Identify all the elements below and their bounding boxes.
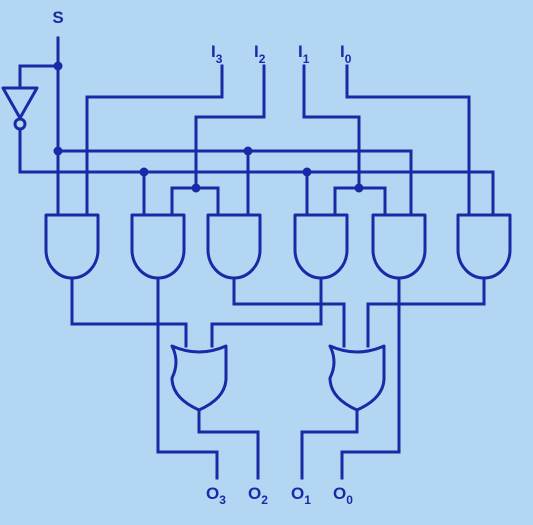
- junction-dot: [354, 183, 364, 193]
- junction-dot: [53, 146, 63, 156]
- wire-and3-to-or2: [232, 276, 346, 348]
- junction-dot: [191, 183, 201, 193]
- wire-i2: [194, 64, 266, 190]
- and-gate-2: [130, 213, 186, 280]
- junction-dot: [53, 61, 63, 71]
- input-label-i2: I2: [254, 42, 266, 66]
- input-label-i3: I3: [211, 42, 223, 66]
- wire-s-bus: [56, 149, 413, 217]
- wire-select-to-not: [18, 64, 60, 90]
- output-label-o1: O1: [291, 484, 311, 507]
- or-gate-2: [328, 344, 386, 412]
- junction-dot: [243, 146, 253, 156]
- wire-and5-to-o0: [340, 276, 401, 480]
- wire-or2-to-o1: [300, 408, 359, 480]
- wire-i3: [85, 64, 224, 217]
- not-gate: [1, 86, 39, 120]
- wire-and4-to-or1: [210, 276, 323, 348]
- select-label: S: [52, 8, 63, 27]
- wire-i1: [302, 64, 361, 190]
- wire-sbar-bus: [18, 170, 495, 217]
- and-gate-1: [44, 213, 100, 280]
- output-label-o3: O3: [206, 484, 226, 507]
- wire-and2-to-o3: [156, 276, 219, 480]
- input-label-i0: I0: [340, 42, 352, 66]
- and-gate-5: [371, 213, 427, 280]
- and-gate-6: [456, 213, 512, 280]
- output-label-o2: O2: [248, 484, 268, 507]
- and-gate-3: [206, 213, 262, 280]
- wire-and6-to-or2: [366, 276, 486, 348]
- output-label-o0: O0: [333, 484, 353, 507]
- junction-dot: [302, 167, 312, 177]
- input-label-i1: I1: [298, 42, 310, 66]
- junction-dot: [139, 167, 149, 177]
- and-gate-4: [293, 213, 349, 280]
- wire-and1-to-or1: [70, 276, 188, 348]
- or-gate-1: [170, 344, 228, 412]
- wire-or1-to-o2: [197, 408, 260, 480]
- wire-i0: [345, 64, 471, 217]
